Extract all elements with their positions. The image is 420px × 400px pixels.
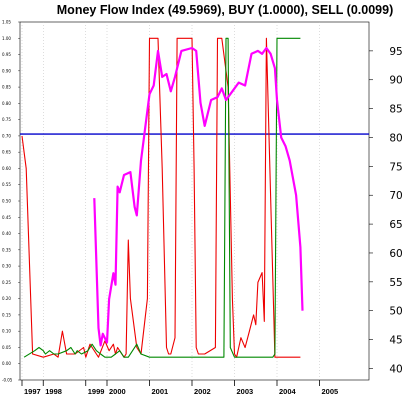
left-tick-label: 1.00 — [2, 36, 11, 41]
x-axis-ticks: 1997 1998 1999 2000 2001 2002 2003 2004 2005 — [21, 380, 339, 396]
left-tick-label: 0.05 — [2, 345, 11, 350]
x-tick-label: 2000 — [109, 387, 126, 396]
x-tick-label: 2003 — [237, 387, 254, 396]
right-tick-label: 50 — [389, 306, 402, 318]
mfi-line — [93, 46, 304, 347]
x-tick-label: 2001 — [152, 387, 169, 396]
left-tick-label: 0.10 — [2, 329, 11, 334]
left-tick-label: 0.30 — [2, 264, 11, 269]
left-tick-label: 0.00 — [2, 361, 11, 366]
left-tick-label: 0.45 — [2, 215, 11, 220]
right-tick-label: 90 — [389, 75, 402, 87]
left-axis-ticks: -0.05 0.00 0.05 0.10 0.15 0.20 0.25 0.30 0.35 0.4… — [2, 20, 20, 383]
x-tick-label: 1998 — [45, 387, 62, 396]
series-lines — [21, 37, 304, 358]
right-tick-label: 65 — [389, 219, 402, 231]
right-tick-label: 75 — [389, 161, 402, 173]
left-tick-label: 0.50 — [2, 199, 11, 204]
left-tick-label: 0.75 — [2, 117, 11, 122]
right-tick-label: 60 — [389, 248, 402, 260]
left-tick-label: 0.60 — [2, 166, 11, 171]
x-tick-label: 1999 — [88, 387, 105, 396]
right-tick-label: 40 — [389, 363, 402, 375]
left-tick-label: 0.95 — [2, 52, 11, 57]
left-tick-label: 0.85 — [2, 85, 11, 90]
right-axis-ticks: 40 45 50 55 60 65 70 75 80 85 90 95 — [369, 46, 403, 375]
right-tick-label: 85 — [389, 104, 402, 116]
left-tick-label: 0.55 — [2, 182, 11, 187]
left-tick-label: 0.65 — [2, 150, 11, 155]
buy-line — [21, 37, 301, 358]
left-tick-label: 0.70 — [2, 133, 11, 138]
right-tick-label: 80 — [389, 132, 402, 144]
left-tick-label: 0.80 — [2, 101, 11, 106]
x-tick-label: 2005 — [322, 387, 339, 396]
x-tick-label: 2004 — [279, 387, 297, 396]
left-tick-label: 0.40 — [2, 231, 11, 236]
left-tick-label: 0.20 — [2, 296, 11, 301]
x-tick-label: 1997 — [24, 387, 41, 396]
left-tick-label: 0.90 — [2, 68, 11, 73]
chart-title: Money Flow Index (49.5969), BUY (1.0000)… — [57, 3, 393, 17]
right-tick-label: 70 — [389, 190, 402, 202]
x-tick-label: 2002 — [194, 387, 211, 396]
left-tick-label: -0.05 — [2, 378, 13, 383]
sell-line — [23, 37, 301, 358]
right-tick-label: 95 — [389, 46, 402, 58]
left-tick-label: 0.35 — [2, 247, 11, 252]
left-tick-label: 0.15 — [2, 312, 11, 317]
left-tick-label: 1.05 — [2, 20, 11, 25]
left-tick-label: 0.25 — [2, 280, 11, 285]
right-tick-label: 45 — [389, 335, 402, 347]
right-tick-label: 55 — [389, 277, 402, 289]
